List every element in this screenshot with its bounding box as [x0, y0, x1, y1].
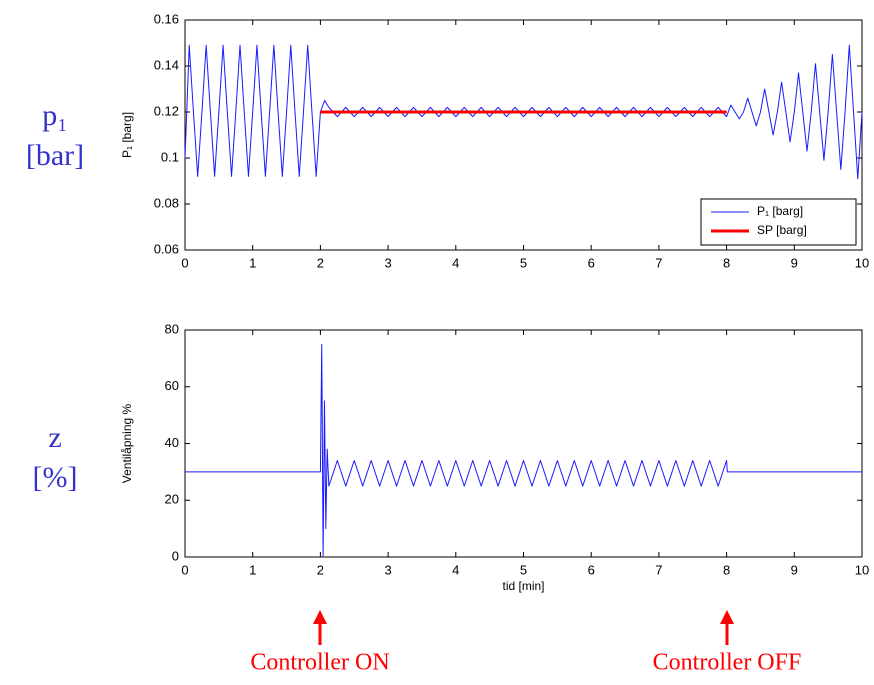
y-tick-label: 0.08 — [154, 195, 179, 210]
x-tick-label: 5 — [520, 562, 527, 577]
x-tick-label: 9 — [791, 562, 798, 577]
y-tick-label: 0.12 — [154, 103, 179, 118]
y-tick-label: 0.16 — [154, 11, 179, 26]
arrow — [313, 610, 734, 645]
y-tick-label: 80 — [165, 321, 179, 336]
x-tick-label: 10 — [855, 562, 869, 577]
x-tick-label: 4 — [452, 562, 459, 577]
row-label-unit: [%] — [33, 461, 78, 494]
x-tick-label: 6 — [588, 255, 595, 270]
y-tick-label: 40 — [165, 435, 179, 450]
y-axis-label: Ventilåpning % — [120, 403, 134, 483]
x-tick-label: 2 — [317, 255, 324, 270]
x-tick-label: 1 — [249, 562, 256, 577]
x-tick-label: 9 — [791, 255, 798, 270]
y-axis-label: P₁ [barg] — [120, 112, 134, 158]
x-tick-label: 3 — [384, 255, 391, 270]
y-tick-label: 60 — [165, 378, 179, 393]
x-tick-label: 3 — [384, 562, 391, 577]
x-axis-label: tid [min] — [502, 579, 544, 593]
row-label: p₁ — [42, 99, 67, 132]
x-tick-label: 7 — [655, 255, 662, 270]
y-tick-label: 0 — [172, 548, 179, 563]
x-tick-label: 0 — [181, 562, 188, 577]
x-tick-label: 1 — [249, 255, 256, 270]
legend-label: P₁ [barg] — [757, 204, 803, 218]
y-tick-label: 0.1 — [161, 149, 179, 164]
x-tick-label: 8 — [723, 255, 730, 270]
x-tick-label: 6 — [588, 562, 595, 577]
legend — [700, 198, 857, 246]
y-tick-label: 20 — [165, 492, 179, 507]
x-tick-label: 8 — [723, 562, 730, 577]
plot-area — [184, 329, 863, 558]
x-tick-label: 5 — [520, 255, 527, 270]
annotation: Controller OFF — [653, 650, 802, 676]
x-tick-label: 4 — [452, 255, 459, 270]
annotation: Controller ON — [250, 650, 389, 676]
row-label-unit: [bar] — [26, 139, 84, 172]
x-tick-label: 10 — [855, 255, 869, 270]
x-tick-label: 0 — [181, 255, 188, 270]
x-tick-label: 2 — [317, 562, 324, 577]
row-label: z — [48, 421, 61, 454]
y-tick-label: 0.06 — [154, 241, 179, 256]
legend-label: SP [barg] — [757, 223, 807, 237]
series-line — [185, 343, 862, 558]
y-tick-label: 0.14 — [154, 57, 179, 72]
x-tick-label: 7 — [655, 562, 662, 577]
